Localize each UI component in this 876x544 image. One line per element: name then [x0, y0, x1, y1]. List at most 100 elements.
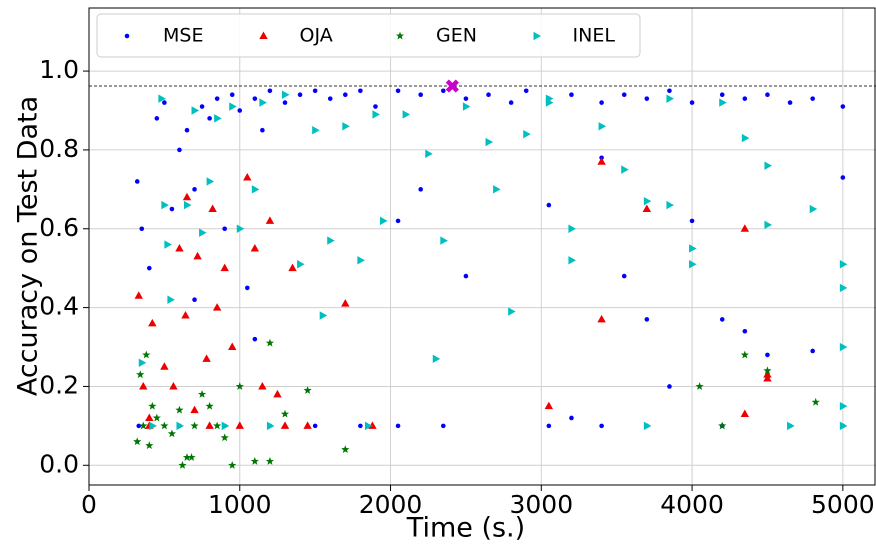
data-point — [280, 421, 290, 429]
data-point — [373, 104, 378, 109]
data-point — [281, 90, 290, 99]
data-point — [787, 421, 795, 431]
best-point — [445, 79, 459, 93]
data-point — [147, 265, 152, 271]
x-tick-label: 3000 — [509, 490, 573, 519]
data-point — [145, 413, 154, 421]
data-point — [221, 421, 230, 431]
data-point — [811, 397, 820, 406]
data-point — [220, 433, 229, 442]
data-point — [508, 100, 514, 105]
data-point — [742, 96, 748, 101]
data-point — [148, 401, 157, 410]
data-point — [139, 381, 148, 390]
data-point — [214, 114, 222, 123]
data-point — [208, 204, 217, 213]
y-tick-label: 0.2 — [39, 370, 79, 399]
data-point — [169, 381, 178, 390]
data-point — [212, 303, 222, 311]
data-point — [358, 88, 363, 94]
data-point — [260, 127, 265, 133]
data-point — [689, 244, 697, 253]
data-point — [667, 384, 672, 389]
data-point — [341, 445, 350, 453]
data-point — [357, 256, 365, 265]
data-point — [485, 137, 494, 147]
data-point — [493, 185, 501, 194]
data-point — [175, 243, 184, 252]
data-point — [303, 386, 312, 394]
data-point — [667, 88, 672, 94]
data-point — [139, 226, 145, 232]
data-point — [193, 251, 202, 260]
data-point — [740, 350, 749, 359]
data-point — [432, 354, 441, 364]
data-point — [689, 218, 695, 224]
data-point — [154, 116, 160, 121]
data-point — [175, 405, 184, 414]
data-point — [158, 94, 166, 103]
data-point — [718, 421, 727, 430]
data-point — [251, 185, 260, 194]
data-point — [136, 423, 142, 429]
data-point — [190, 405, 199, 414]
data-point — [228, 342, 237, 351]
data-point — [764, 161, 772, 170]
data-point — [178, 460, 187, 469]
data-point — [765, 352, 770, 358]
data-point — [839, 283, 848, 293]
data-point — [187, 453, 196, 461]
data-point — [258, 381, 267, 390]
y-tick-label: 1.0 — [39, 55, 79, 84]
data-point — [342, 122, 350, 131]
data-point — [319, 311, 328, 320]
data-point — [741, 133, 750, 143]
data-point — [197, 390, 207, 398]
data-point — [358, 423, 363, 429]
data-point — [695, 382, 704, 390]
x-tick-label: 5000 — [811, 490, 875, 519]
data-point — [213, 421, 222, 430]
data-point — [152, 413, 161, 422]
data-point — [839, 342, 848, 352]
data-point — [183, 200, 192, 210]
data-point — [621, 92, 627, 98]
data-point — [184, 127, 190, 133]
data-point — [810, 96, 815, 101]
data-point — [763, 370, 772, 378]
data-point — [597, 157, 606, 165]
data-point — [142, 350, 151, 359]
data-point — [545, 94, 554, 103]
data-point — [266, 421, 275, 431]
data-point — [182, 192, 192, 201]
data-point — [267, 88, 273, 94]
data-point — [395, 423, 401, 429]
data-point — [229, 92, 235, 98]
data-point — [719, 98, 727, 107]
data-point — [236, 224, 245, 233]
data-point — [341, 299, 350, 307]
data-point — [544, 401, 554, 410]
data-point — [740, 224, 750, 232]
data-point — [243, 173, 252, 181]
data-point — [343, 92, 348, 98]
data-point — [327, 236, 335, 245]
data-point — [764, 220, 772, 230]
data-point — [395, 218, 401, 224]
data-point — [523, 129, 531, 139]
data-point — [250, 243, 260, 252]
data-point — [809, 204, 818, 214]
data-point — [282, 100, 288, 105]
y-tick-label: 0.4 — [39, 292, 79, 321]
data-point — [138, 358, 147, 367]
y-tick-label: 0.6 — [39, 213, 79, 242]
data-point — [229, 102, 237, 111]
data-point — [222, 226, 227, 232]
legend-label: INEL — [573, 25, 616, 47]
data-point — [280, 409, 290, 418]
data-point — [364, 421, 373, 431]
data-point — [235, 382, 244, 390]
data-point — [161, 200, 169, 210]
data-point — [598, 122, 607, 131]
